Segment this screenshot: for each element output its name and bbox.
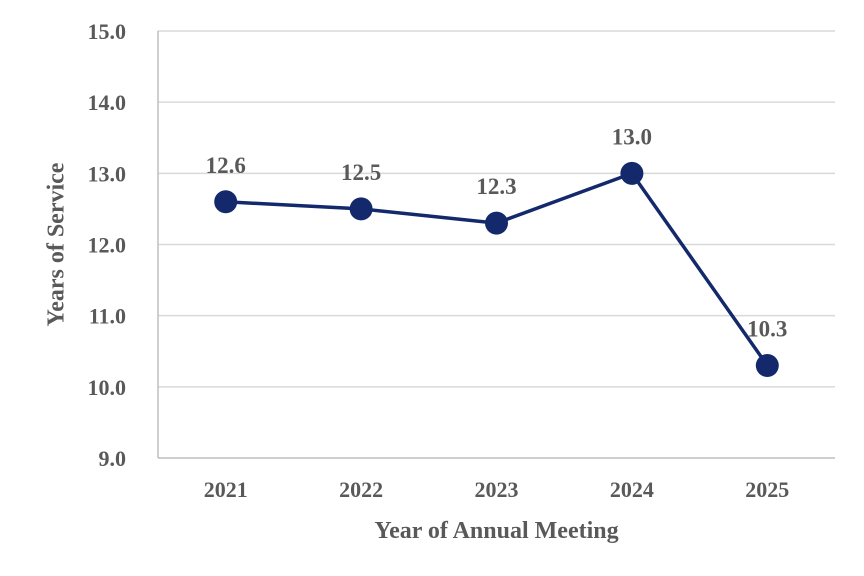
data-label: 12.5 [341, 160, 381, 185]
data-label: 13.0 [612, 124, 652, 149]
y-axis-title: Years of Service [44, 162, 70, 326]
data-point [620, 161, 644, 185]
data-label: 10.3 [747, 316, 787, 341]
y-tick-label: 9.0 [99, 446, 127, 471]
y-tick-label: 11.0 [89, 304, 126, 329]
data-label: 12.6 [206, 153, 246, 178]
series-line [225, 171, 769, 367]
y-tick-label: 14.0 [88, 90, 127, 115]
x-tick-label: 2021 [204, 477, 248, 502]
data-point [214, 190, 238, 214]
gridlines [158, 30, 835, 388]
data-point [485, 211, 508, 235]
data-label: 12.3 [476, 174, 516, 199]
y-tick-label: 15.0 [88, 19, 127, 44]
x-tick-label: 2025 [745, 477, 789, 502]
x-tick-label: 2024 [610, 477, 654, 502]
y-tick-label: 13.0 [88, 161, 127, 186]
data-markers [214, 161, 779, 377]
x-tick-label: 2023 [475, 477, 519, 502]
x-tick-labels: 2021 2022 2023 2024 2025 [204, 477, 790, 502]
y-tick-label: 12.0 [88, 233, 127, 258]
data-point [755, 353, 779, 377]
y-tick-labels: 9.0 10.0 11.0 12.0 13.0 14.0 15.0 [88, 19, 127, 471]
x-axis-title: Year of Annual Meeting [374, 518, 618, 544]
y-tick-label: 10.0 [88, 375, 127, 400]
data-labels: 12.6 12.5 12.3 13.0 10.3 [206, 124, 788, 341]
data-point [349, 197, 373, 221]
x-tick-label: 2022 [339, 477, 383, 502]
